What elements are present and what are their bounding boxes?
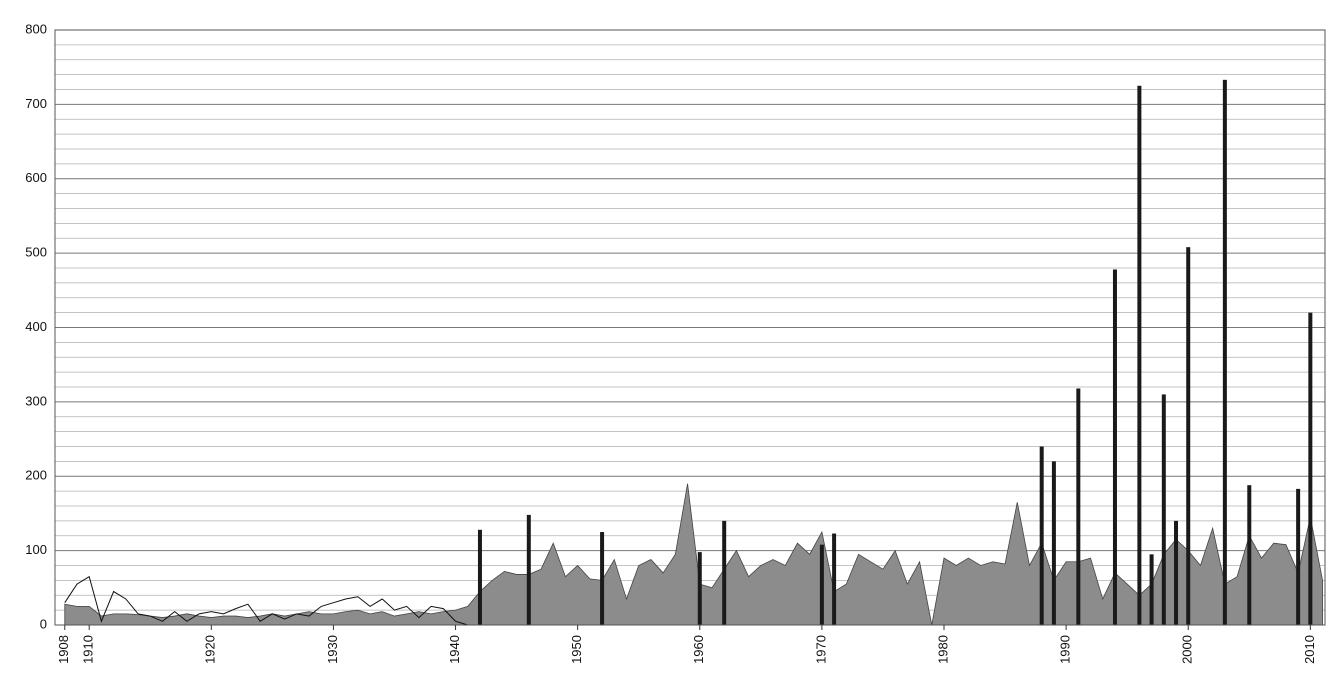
bar: [600, 532, 605, 625]
y-tick-label: 700: [25, 96, 47, 111]
bar: [1247, 485, 1252, 625]
bar: [1186, 247, 1191, 626]
bar: [722, 520, 727, 625]
x-tick-label: 1950: [569, 635, 584, 664]
x-tick-label: 1960: [691, 635, 706, 664]
bar: [1308, 312, 1313, 625]
bar: [1222, 79, 1227, 626]
bar: [1161, 394, 1166, 625]
x-tick-label: 2010: [1302, 635, 1317, 664]
bar: [697, 552, 702, 625]
bar: [1112, 269, 1117, 625]
x-tick-label: 1908: [56, 635, 71, 664]
bar: [1137, 85, 1142, 625]
y-tick-label: 800: [25, 21, 47, 36]
plot-border: [54, 29, 1326, 626]
x-tick-label: 1920: [203, 635, 218, 664]
x-tick-label: 2000: [1180, 635, 1195, 664]
bar: [477, 529, 482, 625]
bar: [832, 533, 837, 625]
x-tick-label: 1940: [447, 635, 462, 664]
bar: [526, 514, 531, 625]
bar: [1076, 388, 1081, 625]
y-tick-label: 100: [25, 542, 47, 557]
bar: [819, 544, 824, 625]
bar: [1051, 461, 1056, 625]
line: [64, 575, 468, 626]
y-tick-label: 300: [25, 393, 47, 408]
bar: [1174, 520, 1179, 625]
x-tick-label: 1930: [325, 635, 340, 664]
y-tick-label: 500: [25, 245, 47, 260]
bar: [1039, 446, 1044, 625]
bar: [1296, 488, 1301, 625]
y-tick-label: 0: [40, 616, 47, 631]
x-tick-label: 1990: [1058, 635, 1073, 664]
y-tick-label: 200: [25, 468, 47, 483]
x-tick-label: 1910: [81, 635, 96, 664]
y-tick-label: 600: [25, 170, 47, 185]
bar: [1149, 554, 1154, 625]
x-tick-label: 1970: [813, 635, 828, 664]
x-tick-label: 1980: [935, 635, 950, 664]
y-tick-label: 400: [25, 319, 47, 334]
